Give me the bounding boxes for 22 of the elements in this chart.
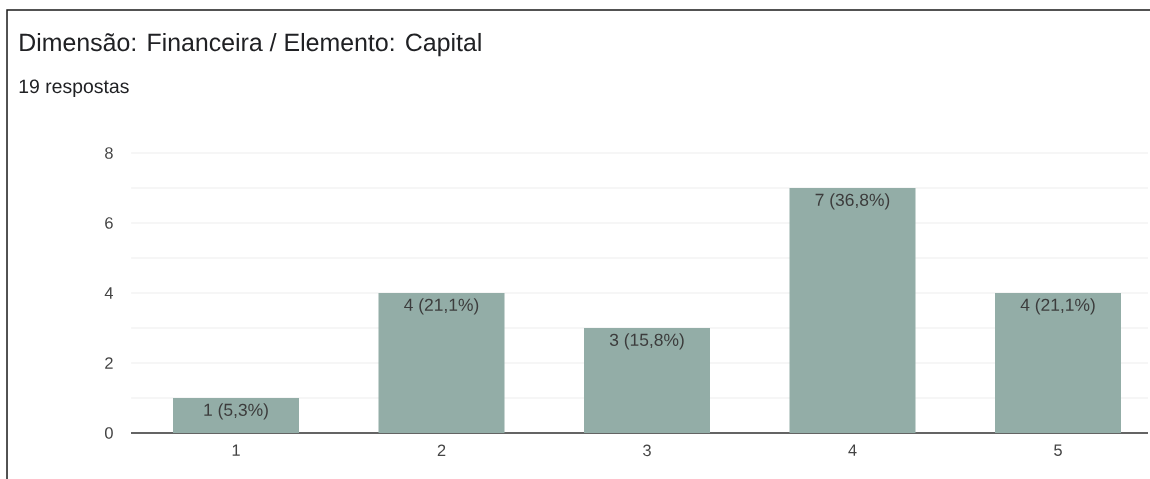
chart-subtitle: 19 respostas [19,79,129,98]
bar [173,397,300,433]
x-tick-label: 1 [232,444,240,456]
bar [584,327,711,433]
x-tick-label: 4 [848,444,857,456]
bar [995,292,1121,433]
y-tick-label: 4 [104,287,114,299]
y-tick-label: 6 [105,217,113,229]
y-tick-label: 8 [105,147,113,159]
data-label: 7 (36,8%) [815,193,890,210]
data-label: 3 (15,8%) [609,333,684,350]
x-tick-label: 2 [437,444,446,456]
x-tick-label: 3 [643,444,651,457]
bar [789,187,916,433]
data-label: 4 (21,1%) [404,298,479,315]
y-tick-label: 2 [105,357,113,369]
x-tick-label: 5 [1054,444,1062,456]
data-label: 1 (5,3%) [204,403,268,420]
data-label: 4 (21,1%) [1020,298,1095,315]
chart-title: Dimensão: Financeira / Elemento: Capital [20,32,481,57]
bar [378,292,505,433]
y-tick-label: 0 [104,427,113,439]
